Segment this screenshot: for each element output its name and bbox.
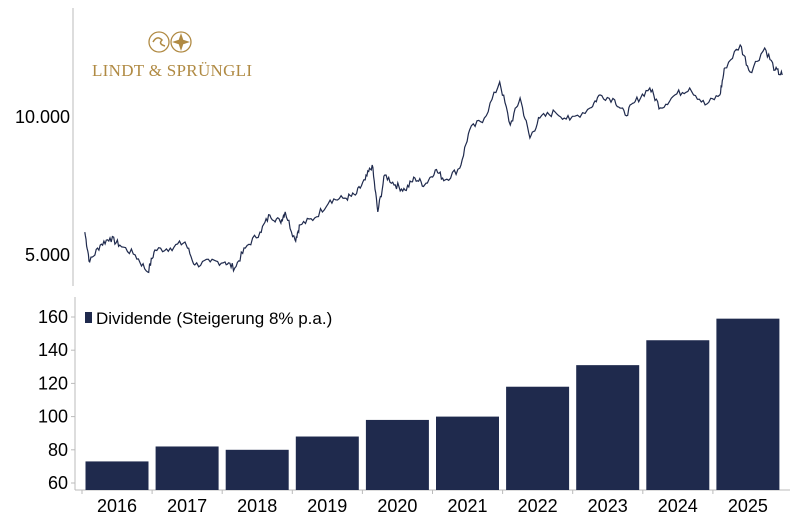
price-line	[84, 43, 783, 274]
bar-2024	[646, 340, 710, 490]
logo-dragon-icon	[148, 31, 170, 53]
bar-2019	[295, 436, 359, 490]
bar-2022	[506, 386, 570, 490]
legend: Dividende (Steigerung 8% p.a.)	[85, 309, 332, 328]
logo: LINDT & SPRÜNGLI	[92, 31, 252, 80]
bar-y-tick-label: 160	[38, 307, 68, 327]
bar-x-tick-label: 2025	[728, 496, 768, 516]
bar-x-tick-label: 2019	[307, 496, 347, 516]
bar-x-tick-label: 2018	[237, 496, 277, 516]
bar-2021	[436, 416, 499, 490]
bar-2018	[225, 449, 289, 490]
bar-y-tick-label: 140	[38, 340, 68, 360]
bar-x-tick-label: 2020	[377, 496, 417, 516]
line-y-tick-label: 5.000	[25, 245, 70, 265]
bar-2025	[716, 318, 780, 490]
logo-star-icon	[170, 31, 192, 53]
line-y-tick-label: 10.000	[15, 107, 70, 127]
bar-x-tick-label: 2022	[518, 496, 558, 516]
bar-x-tick-label: 2016	[97, 496, 137, 516]
bar-x-tick-label: 2024	[658, 496, 698, 516]
logo-text: LINDT & SPRÜNGLI	[92, 61, 252, 80]
bar-2017	[155, 446, 219, 490]
bar-y-tick-label: 60	[48, 473, 68, 493]
bar-x-tick-label: 2017	[167, 496, 207, 516]
bar-y-tick-label: 100	[38, 407, 68, 427]
bar-2016	[85, 461, 149, 490]
bar-2020	[365, 419, 429, 490]
bar-y-tick-label: 80	[48, 440, 68, 460]
bar-x-tick-label: 2021	[447, 496, 487, 516]
legend-label: Dividende (Steigerung 8% p.a.)	[96, 309, 332, 328]
legend-swatch	[85, 312, 92, 323]
bar-x-tick-label: 2023	[588, 496, 628, 516]
bar-y-tick-label: 120	[38, 373, 68, 393]
bar-2023	[576, 365, 640, 490]
